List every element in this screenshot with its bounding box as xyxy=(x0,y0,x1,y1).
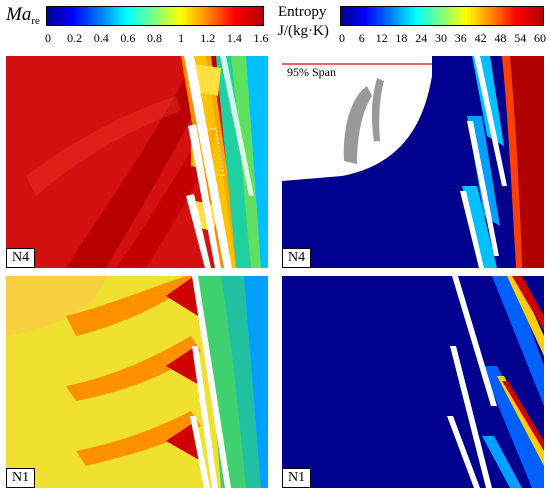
ma-colorbar xyxy=(46,6,264,26)
panel-top-right-entropy: 95% Span N4 xyxy=(282,56,544,268)
entropy-tick-7: 42 xyxy=(474,31,487,45)
ma-tick-1: 0.2 xyxy=(67,31,83,45)
ma-tick-4: 0.8 xyxy=(147,31,162,45)
entropy-tick-6: 36 xyxy=(454,31,467,45)
entropy-contour-n1 xyxy=(282,276,544,488)
entropy-title: Entropy xyxy=(278,4,327,20)
ma-tick-8: 1.6 xyxy=(253,31,269,45)
ma-tick-7: 1.4 xyxy=(226,31,242,45)
ma-tick-2: 0.4 xyxy=(93,31,109,45)
entropy-tick-0: 0 xyxy=(339,31,345,45)
entropy-tick-1: 6 xyxy=(358,31,365,45)
entropy-tick-4: 24 xyxy=(415,31,428,45)
panel-tag-bottom-left: N1 xyxy=(6,468,36,488)
entropy-tick-3: 18 xyxy=(395,31,408,45)
panel-tag-bottom-right: N1 xyxy=(282,468,312,488)
panel-bottom-right-entropy: N1 xyxy=(282,276,544,488)
panel-top-left-mach: N4 xyxy=(6,56,268,268)
panel-tag-top-right: N4 xyxy=(282,248,312,268)
panel-tag-top-left: N4 xyxy=(6,248,36,268)
entropy-contour-n4 xyxy=(282,56,544,268)
entropy-tick-8: 48 xyxy=(494,31,507,45)
ma-subscript: re xyxy=(31,15,40,27)
entropy-unit: J/(kg·K) xyxy=(278,23,329,39)
span-label: 95% Span xyxy=(287,65,336,79)
ma-symbol: Ma xyxy=(6,4,32,25)
entropy-tick-5: 30 xyxy=(435,31,447,45)
mach-contour-n1 xyxy=(6,276,268,488)
ma-tick-3: 0.6 xyxy=(120,31,136,45)
panel-bottom-left-mach: N1 xyxy=(6,276,268,488)
entropy-tick-10: 60 xyxy=(534,31,546,45)
ma-colorbar-label: Mare xyxy=(6,4,40,32)
ma-tick-5: 1 xyxy=(178,31,185,45)
ma-tick-0: 0 xyxy=(45,31,51,45)
mach-contour-n4 xyxy=(6,56,268,268)
entropy-tick-2: 12 xyxy=(375,31,388,45)
entropy-colorbar xyxy=(340,6,544,26)
ma-tick-6: 1.2 xyxy=(200,31,216,45)
entropy-tick-9: 54 xyxy=(514,31,527,45)
